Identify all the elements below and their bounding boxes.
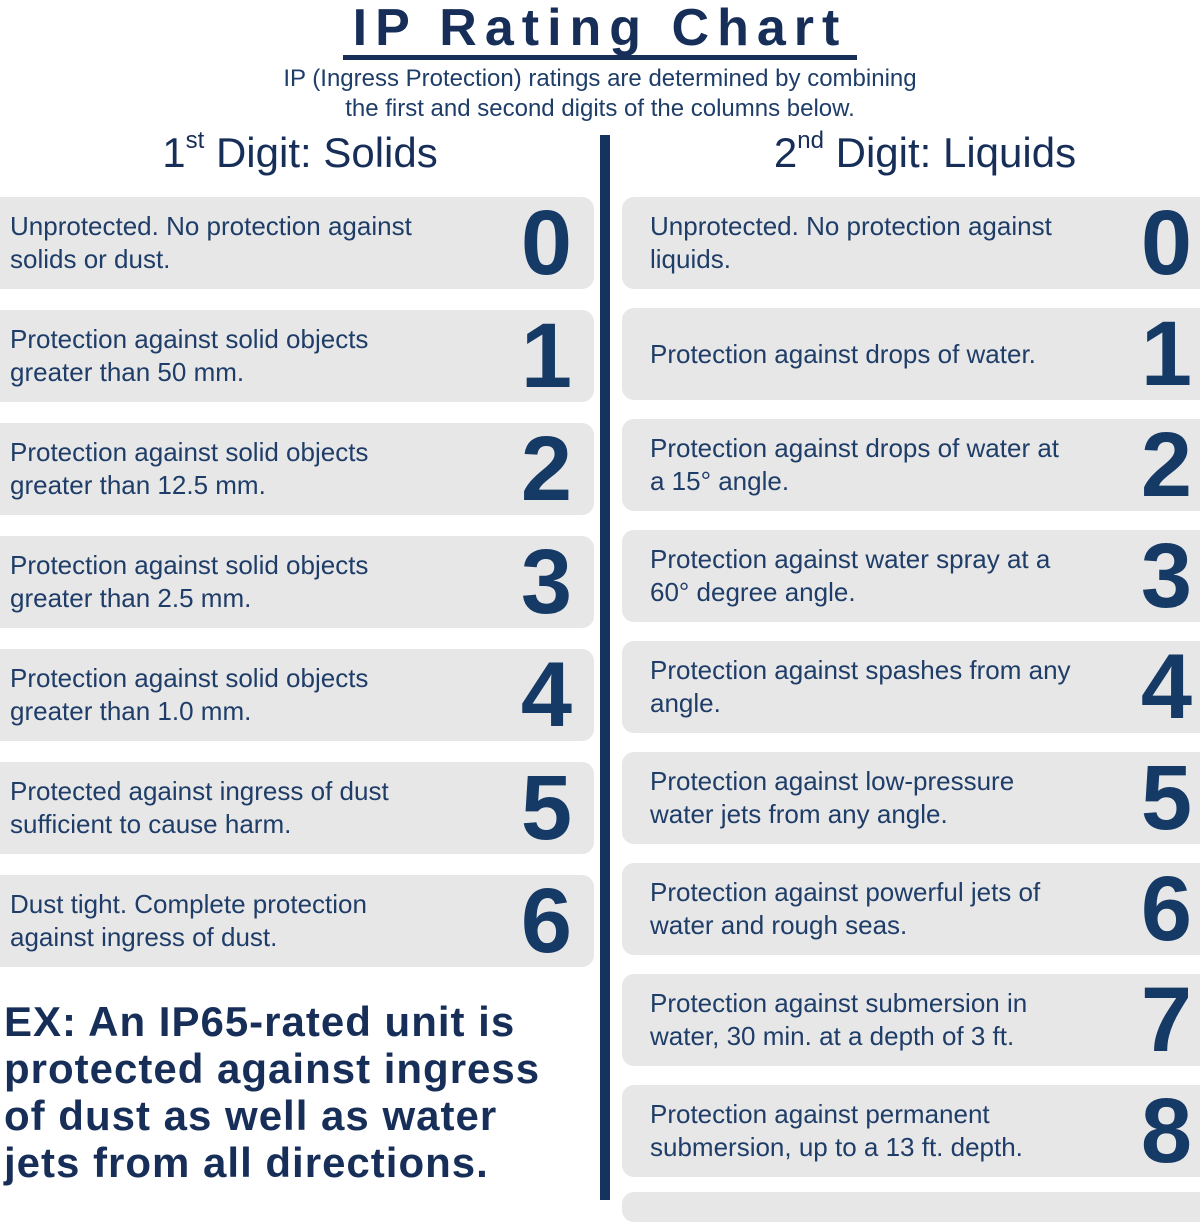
rating-row: Protection against drops of water. 1 [622, 308, 1200, 400]
rating-digit: 4 [520, 644, 572, 746]
rating-row: Protected against ingress of dust suffic… [0, 762, 594, 854]
rating-description: Protected against ingress of dust suffic… [10, 776, 389, 839]
ordinal-superscript: nd [797, 127, 824, 154]
column-divider [600, 135, 610, 1200]
rating-row: Protection against solid objects greater… [0, 536, 594, 628]
page-title: IP Rating Chart [342, 2, 858, 60]
rating-row: Protection against water spray at a 60° … [622, 530, 1200, 622]
rating-digit: 3 [1140, 525, 1192, 627]
heading-label: Digit: Liquids [823, 129, 1077, 176]
rating-digit: 6 [520, 870, 572, 972]
rating-description: Protection against solid objects greater… [10, 437, 369, 500]
rating-description: Protection against water spray at a 60° … [650, 544, 1051, 607]
rating-digit: 1 [1140, 303, 1192, 405]
rating-digit: 3 [520, 531, 572, 633]
heading-number: 2 [773, 129, 798, 176]
rating-description: Protection against solid objects greater… [10, 324, 369, 387]
rating-row: Protection against permanent submersion,… [622, 1085, 1200, 1177]
rating-description: Protection against permanent submersion,… [650, 1099, 1023, 1162]
rating-digit: 2 [520, 418, 572, 520]
rating-row: Protection against solid objects greater… [0, 310, 594, 402]
page-subtitle: IP (Ingress Protection) ratings are dete… [283, 65, 917, 122]
ordinal-superscript: st [185, 127, 205, 154]
rating-digit: 5 [520, 757, 572, 859]
chart-header: IP Rating Chart IP (Ingress Protection) … [0, 0, 1200, 124]
rating-row: Protection against powerful jets of wate… [622, 863, 1200, 955]
column-heading-liquids: 2nd Digit: Liquids [640, 128, 1200, 178]
heading-number: 1 [162, 129, 186, 176]
rating-description: Protection against drops of water. [650, 338, 1036, 369]
partial-row-card [622, 1192, 1200, 1222]
rating-digit: 0 [1140, 192, 1192, 294]
rating-description: Dust tight. Complete protection against … [10, 889, 367, 952]
rating-digit: 0 [520, 192, 572, 294]
rating-digit: 6 [1140, 858, 1192, 960]
rating-row: Protection against solid objects greater… [0, 423, 594, 515]
rating-digit: 5 [1140, 747, 1192, 849]
rating-row: Unprotected. No protection against solid… [0, 197, 594, 289]
rating-description: Protection against powerful jets of wate… [650, 877, 1041, 940]
rating-digit: 1 [520, 305, 572, 407]
rating-row: Protection against spashes from any angl… [622, 641, 1200, 733]
liquids-column: Unprotected. No protection against liqui… [622, 197, 1200, 1222]
rating-description: Protection against low-pressure water je… [650, 766, 1015, 829]
rating-digit: 4 [1140, 636, 1192, 738]
solids-column: Unprotected. No protection against solid… [0, 197, 594, 967]
example-text: EX: An IP65-rated unit is protected agai… [4, 998, 541, 1186]
heading-label: Digit: Solids [204, 129, 438, 176]
rating-description: Protection against spashes from any angl… [650, 655, 1071, 718]
rating-description: Protection against solid objects greater… [10, 550, 369, 613]
rating-description: Protection against submersion in water, … [650, 988, 1028, 1051]
rating-digit: 2 [1140, 414, 1192, 516]
rating-description: Unprotected. No protection against solid… [10, 211, 412, 274]
rating-row: Protection against solid objects greater… [0, 649, 594, 741]
rating-description: Protection against solid objects greater… [10, 663, 369, 726]
rating-row: Protection against low-pressure water je… [622, 752, 1200, 844]
rating-digit: 7 [1140, 969, 1192, 1071]
rating-row: Protection against drops of water at a 1… [622, 419, 1200, 511]
rating-description: Unprotected. No protection against liqui… [650, 211, 1052, 274]
rating-row: Dust tight. Complete protection against … [0, 875, 594, 967]
rating-row: Unprotected. No protection against liqui… [622, 197, 1200, 289]
rating-row: Protection against submersion in water, … [622, 974, 1200, 1066]
rating-description: Protection against drops of water at a 1… [650, 433, 1060, 496]
column-heading-solids: 1st Digit: Solids [8, 128, 592, 178]
rating-digit: 8 [1140, 1080, 1192, 1182]
